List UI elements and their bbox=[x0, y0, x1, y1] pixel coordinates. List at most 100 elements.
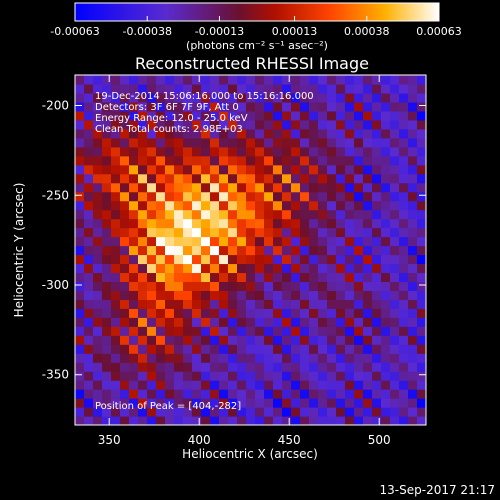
heatmap-cell bbox=[345, 164, 355, 175]
heatmap-cell bbox=[309, 128, 319, 139]
heatmap-cell bbox=[129, 398, 139, 408]
heatmap-cell bbox=[408, 236, 418, 247]
heatmap-cell bbox=[192, 353, 202, 363]
heatmap-cell bbox=[399, 299, 409, 309]
heatmap-cell bbox=[354, 128, 364, 139]
heatmap-cell bbox=[84, 209, 94, 220]
heatmap-cell bbox=[111, 245, 121, 256]
heatmap-cell bbox=[408, 272, 418, 283]
heatmap-cell bbox=[255, 326, 265, 336]
heatmap-cell bbox=[210, 263, 220, 274]
heatmap-cell bbox=[219, 272, 229, 283]
heatmap-cell bbox=[165, 371, 175, 381]
heatmap-cell bbox=[183, 92, 193, 103]
heatmap-cell bbox=[147, 317, 157, 327]
heatmap-cell bbox=[417, 263, 426, 274]
heatmap-cell bbox=[201, 137, 211, 148]
heatmap-cell bbox=[354, 236, 364, 247]
heatmap-cell bbox=[246, 281, 256, 291]
heatmap-cell bbox=[381, 416, 391, 425]
heatmap-cell bbox=[282, 371, 292, 381]
heatmap-cell bbox=[399, 200, 409, 211]
heatmap-cell bbox=[84, 227, 94, 238]
heatmap-cell bbox=[417, 290, 426, 300]
heatmap-cell bbox=[219, 245, 229, 256]
heatmap-cell bbox=[192, 326, 202, 336]
heatmap-cell bbox=[192, 236, 202, 247]
heatmap-cell bbox=[354, 182, 364, 193]
heatmap-cell bbox=[291, 407, 301, 417]
heatmap-cell bbox=[264, 92, 274, 103]
heatmap-cell bbox=[264, 389, 274, 399]
heatmap-cell bbox=[129, 272, 139, 283]
heatmap-cell bbox=[318, 308, 328, 318]
heatmap-cell bbox=[120, 119, 130, 130]
heatmap-cell bbox=[93, 326, 103, 336]
heatmap-cell bbox=[246, 164, 256, 175]
heatmap-cell bbox=[354, 353, 364, 363]
heatmap-cell bbox=[417, 380, 426, 390]
heatmap-cell bbox=[102, 416, 112, 425]
heatmap-cell bbox=[192, 362, 202, 372]
heatmap-cell bbox=[309, 182, 319, 193]
heatmap-cell bbox=[336, 101, 346, 112]
heatmap-cell bbox=[201, 335, 211, 345]
heatmap-cell bbox=[381, 281, 391, 291]
heatmap-cell bbox=[174, 200, 184, 211]
heatmap-cell bbox=[111, 182, 121, 193]
heatmap-cell bbox=[417, 164, 426, 175]
heatmap-cell bbox=[390, 128, 400, 139]
heatmap-cell bbox=[201, 353, 211, 363]
heatmap-cell bbox=[399, 290, 409, 300]
heatmap-cell bbox=[354, 92, 364, 103]
heatmap-cell bbox=[183, 101, 193, 112]
heatmap-cell bbox=[165, 173, 175, 184]
heatmap-cell bbox=[84, 218, 94, 229]
heatmap-cell bbox=[345, 209, 355, 220]
heatmap-cell bbox=[255, 308, 265, 318]
heatmap-cell bbox=[93, 92, 103, 103]
heatmap-cell bbox=[354, 155, 364, 166]
heatmap-cell bbox=[264, 173, 274, 184]
heatmap-cell bbox=[273, 128, 283, 139]
heatmap-cell bbox=[228, 182, 238, 193]
heatmap-cell bbox=[138, 182, 148, 193]
heatmap-cell bbox=[390, 335, 400, 345]
heatmap-cell bbox=[75, 299, 85, 309]
heatmap-cell bbox=[309, 326, 319, 336]
heatmap-cell bbox=[84, 75, 94, 85]
heatmap-cell bbox=[165, 317, 175, 327]
heatmap-cell bbox=[282, 254, 292, 265]
heatmap-cell bbox=[345, 128, 355, 139]
heatmap-cell bbox=[390, 254, 400, 265]
heatmap-cell bbox=[201, 191, 211, 202]
heatmap-cell bbox=[264, 83, 274, 94]
heatmap-cell bbox=[345, 227, 355, 238]
heatmap-cell bbox=[192, 398, 202, 408]
heatmap-cell bbox=[84, 263, 94, 274]
heatmap-cell bbox=[363, 101, 373, 112]
heatmap-cell bbox=[210, 83, 220, 94]
heatmap-cell bbox=[165, 299, 175, 309]
heatmap-cell bbox=[372, 389, 382, 399]
heatmap-cell bbox=[264, 75, 274, 85]
heatmap-cell bbox=[228, 416, 238, 425]
heatmap-cell bbox=[354, 326, 364, 336]
heatmap-cell bbox=[300, 191, 310, 202]
heatmap-cell bbox=[228, 146, 238, 157]
heatmap-cell bbox=[219, 317, 229, 327]
heatmap-cell bbox=[165, 389, 175, 399]
heatmap-cell bbox=[246, 83, 256, 94]
heatmap-cell bbox=[93, 209, 103, 220]
heatmap-cell bbox=[372, 173, 382, 184]
heatmap-cell bbox=[336, 299, 346, 309]
heatmap-cell bbox=[246, 119, 256, 130]
heatmap-cell bbox=[255, 164, 265, 175]
heatmap-cell bbox=[138, 335, 148, 345]
heatmap-cell bbox=[381, 92, 391, 103]
heatmap-cell bbox=[237, 209, 247, 220]
heatmap-cell bbox=[237, 281, 247, 291]
heatmap-cell bbox=[309, 92, 319, 103]
heatmap-cell bbox=[417, 317, 426, 327]
heatmap-cell bbox=[327, 209, 337, 220]
